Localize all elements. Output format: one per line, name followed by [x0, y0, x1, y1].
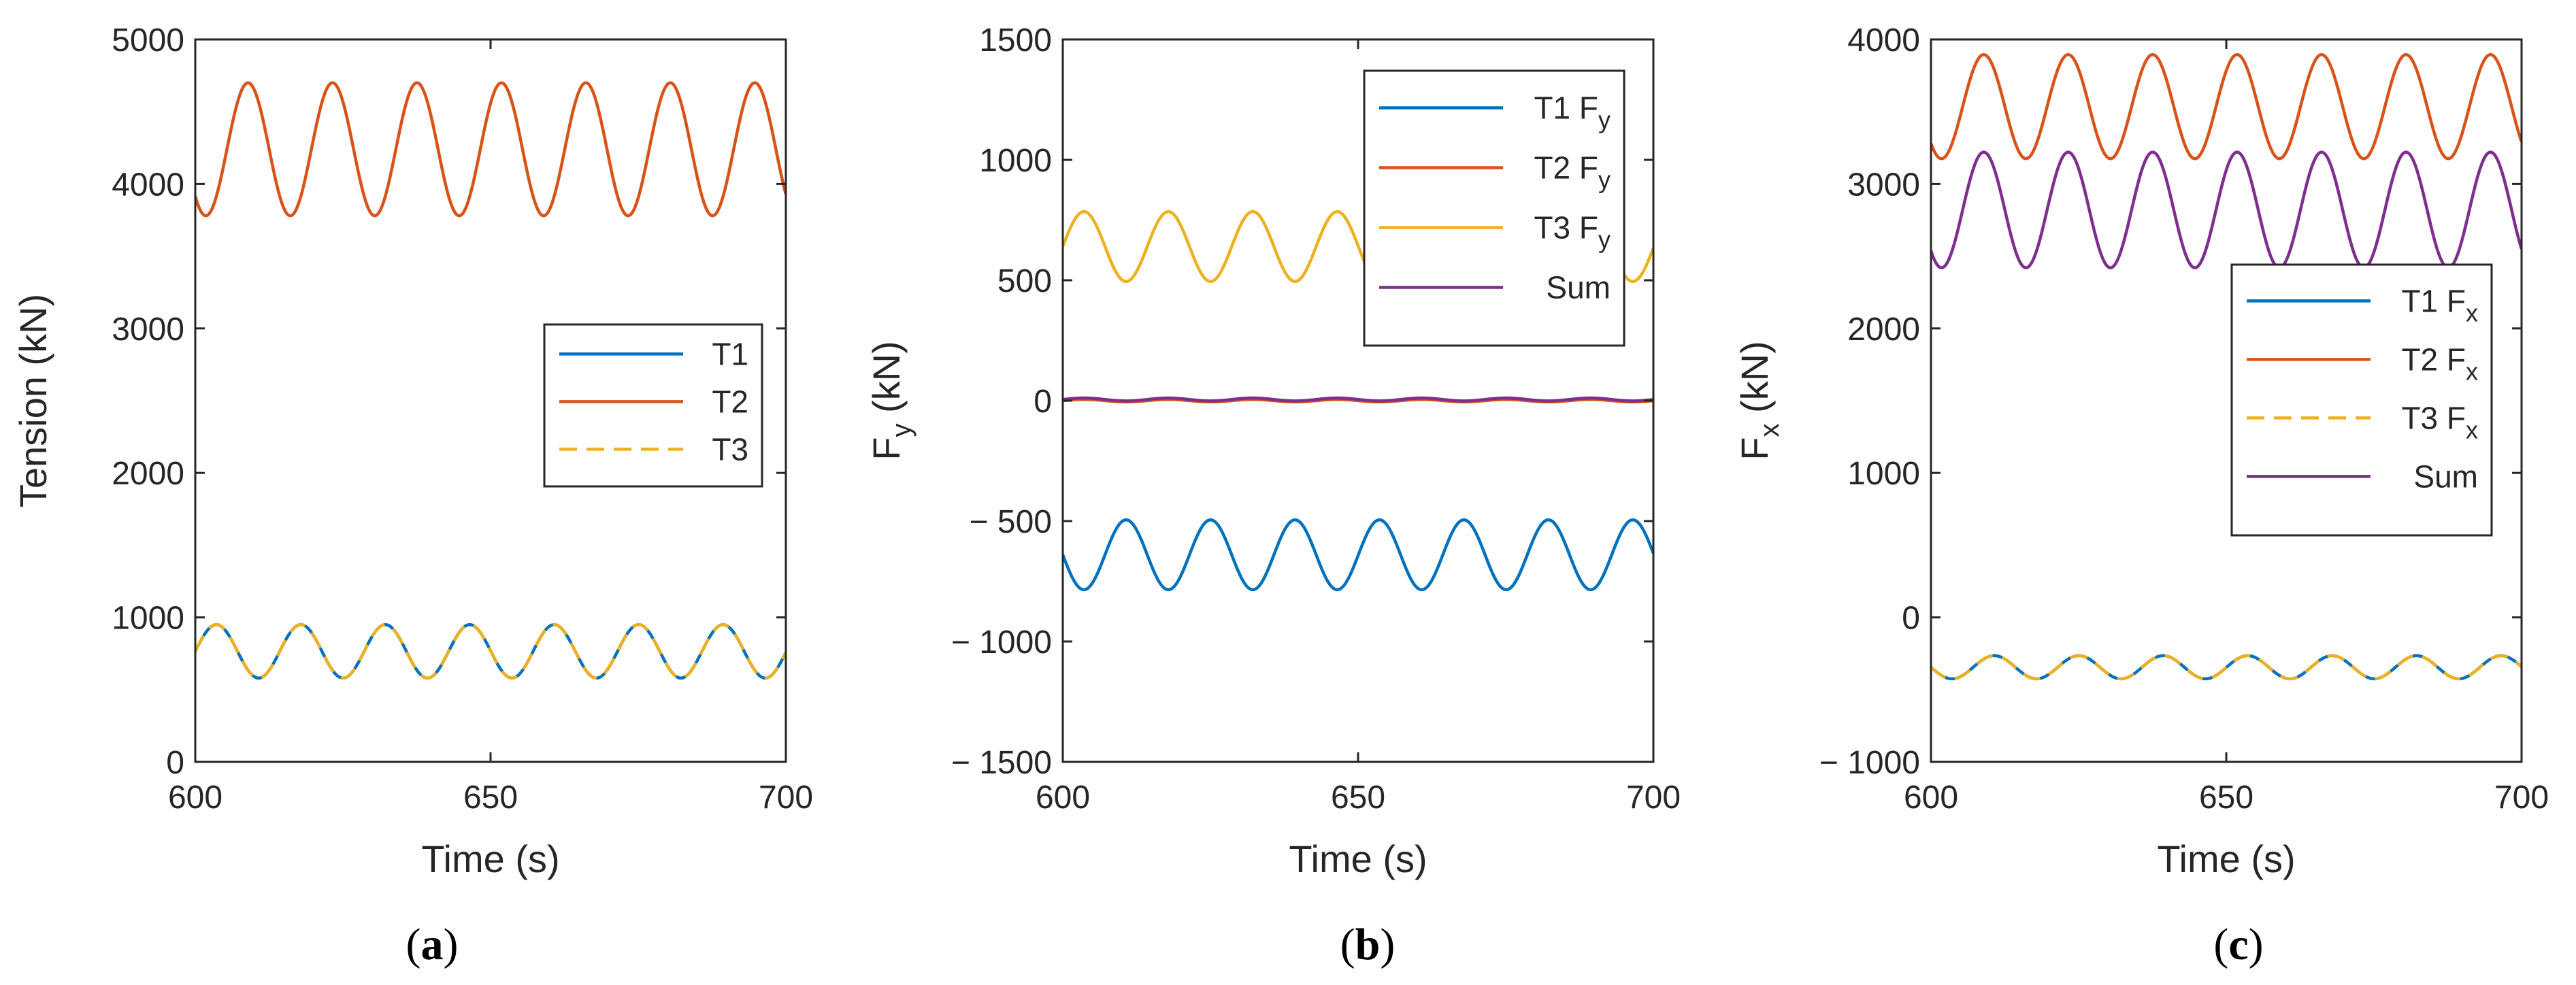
- y-tick-label: 500: [997, 263, 1052, 299]
- series-line-2: [1931, 53, 2522, 161]
- chart-panel-a: 0 1000 2000 3000 4000 5000 600 650 700 Time (s) Te…: [12, 22, 813, 880]
- panel-label-b: (b): [1340, 920, 1396, 969]
- y-axis-label: Fx (kN): [1733, 341, 1785, 461]
- legend-box: [2230, 263, 2493, 537]
- x-tick-label: 700: [759, 780, 813, 816]
- legend-label: T2 Fy: [1534, 150, 1611, 194]
- y-tick-label: 1500: [979, 22, 1052, 59]
- panel-label-a: (a): [406, 920, 459, 969]
- y-tick-label: − 1500: [951, 745, 1052, 781]
- x-tick-label: 650: [1331, 780, 1385, 816]
- y-tick-label: − 1000: [1819, 745, 1920, 781]
- legend-label: T1 Fx: [2401, 283, 2478, 327]
- x-tick-label: 650: [2199, 780, 2253, 816]
- legend: T1 Fy T2 Fy T3 Fy Sum: [1363, 69, 1625, 347]
- series-group: [1063, 210, 1653, 592]
- y-tick-label: 0: [1902, 601, 1920, 637]
- x-tick-label: 600: [168, 780, 222, 816]
- series-line-2: [195, 81, 786, 218]
- series-line-4: [1931, 150, 2522, 269]
- y-tick-label: 2000: [1847, 312, 1920, 348]
- y-tick-label: 1000: [1847, 456, 1920, 492]
- series-line-4: [1063, 396, 1653, 403]
- legend-label: Sum: [2413, 458, 2478, 494]
- series-group: [195, 81, 786, 680]
- panel-label-c: (c): [2213, 920, 2263, 969]
- chart-panel-b: − 1500 − 1000 − 500 0 500 1000 1500 600 650 700 Ti…: [865, 22, 1681, 880]
- legend: T1 T2 T3: [543, 323, 763, 488]
- y-tick-label: 1000: [979, 143, 1052, 179]
- y-tick-label: − 1000: [951, 624, 1052, 661]
- x-tick-label: 650: [463, 780, 518, 816]
- x-tick-label: 700: [1626, 780, 1681, 816]
- legend-label: T1: [712, 336, 748, 371]
- y-tick-label: 0: [166, 745, 184, 781]
- y-tick-label: 1000: [112, 601, 184, 637]
- series-line-3: [195, 622, 786, 680]
- y-tick-label: 5000: [112, 22, 184, 59]
- y-tick-label: 4000: [1847, 22, 1920, 59]
- x-axis-label: Time (s): [2157, 837, 2295, 880]
- legend-label: T1 Fy: [1534, 90, 1611, 134]
- y-tick-label: 4000: [112, 167, 184, 203]
- legend-label: T3 Fx: [2401, 400, 2478, 444]
- y-tick-label: 3000: [1847, 167, 1920, 203]
- series-group: [1931, 53, 2522, 681]
- x-tick-label: 600: [1036, 780, 1090, 816]
- legend: T1 Fx T2 Fx T3 Fx Sum: [2230, 263, 2493, 537]
- x-tick-label: 600: [1904, 780, 1958, 816]
- legend-label: T3 Fy: [1534, 210, 1611, 254]
- legend-label: T2: [712, 384, 748, 419]
- x-axis-label: Time (s): [421, 837, 559, 880]
- series-line-1: [1063, 518, 1653, 592]
- chart-panel-c: − 1000 0 1000 2000 3000 4000 600 650 700 Time (s)…: [1733, 22, 2549, 880]
- legend-label: T3: [712, 431, 748, 467]
- y-axis-label: Tension (kN): [12, 294, 54, 507]
- y-tick-label: 3000: [112, 312, 184, 348]
- x-tick-label: 700: [2494, 780, 2549, 816]
- legend-box: [543, 323, 763, 488]
- y-axis-label: Fy (kN): [865, 341, 917, 461]
- y-tick-label: 2000: [112, 456, 184, 492]
- y-tick-label: 0: [1034, 384, 1052, 420]
- y-tick-label: − 500: [970, 504, 1052, 540]
- x-axis-label: Time (s): [1289, 837, 1427, 880]
- legend-box: [1363, 69, 1625, 347]
- series-line-3: [1931, 654, 2522, 681]
- legend-label: Sum: [1546, 270, 1611, 305]
- legend-label: T2 Fx: [2401, 341, 2478, 385]
